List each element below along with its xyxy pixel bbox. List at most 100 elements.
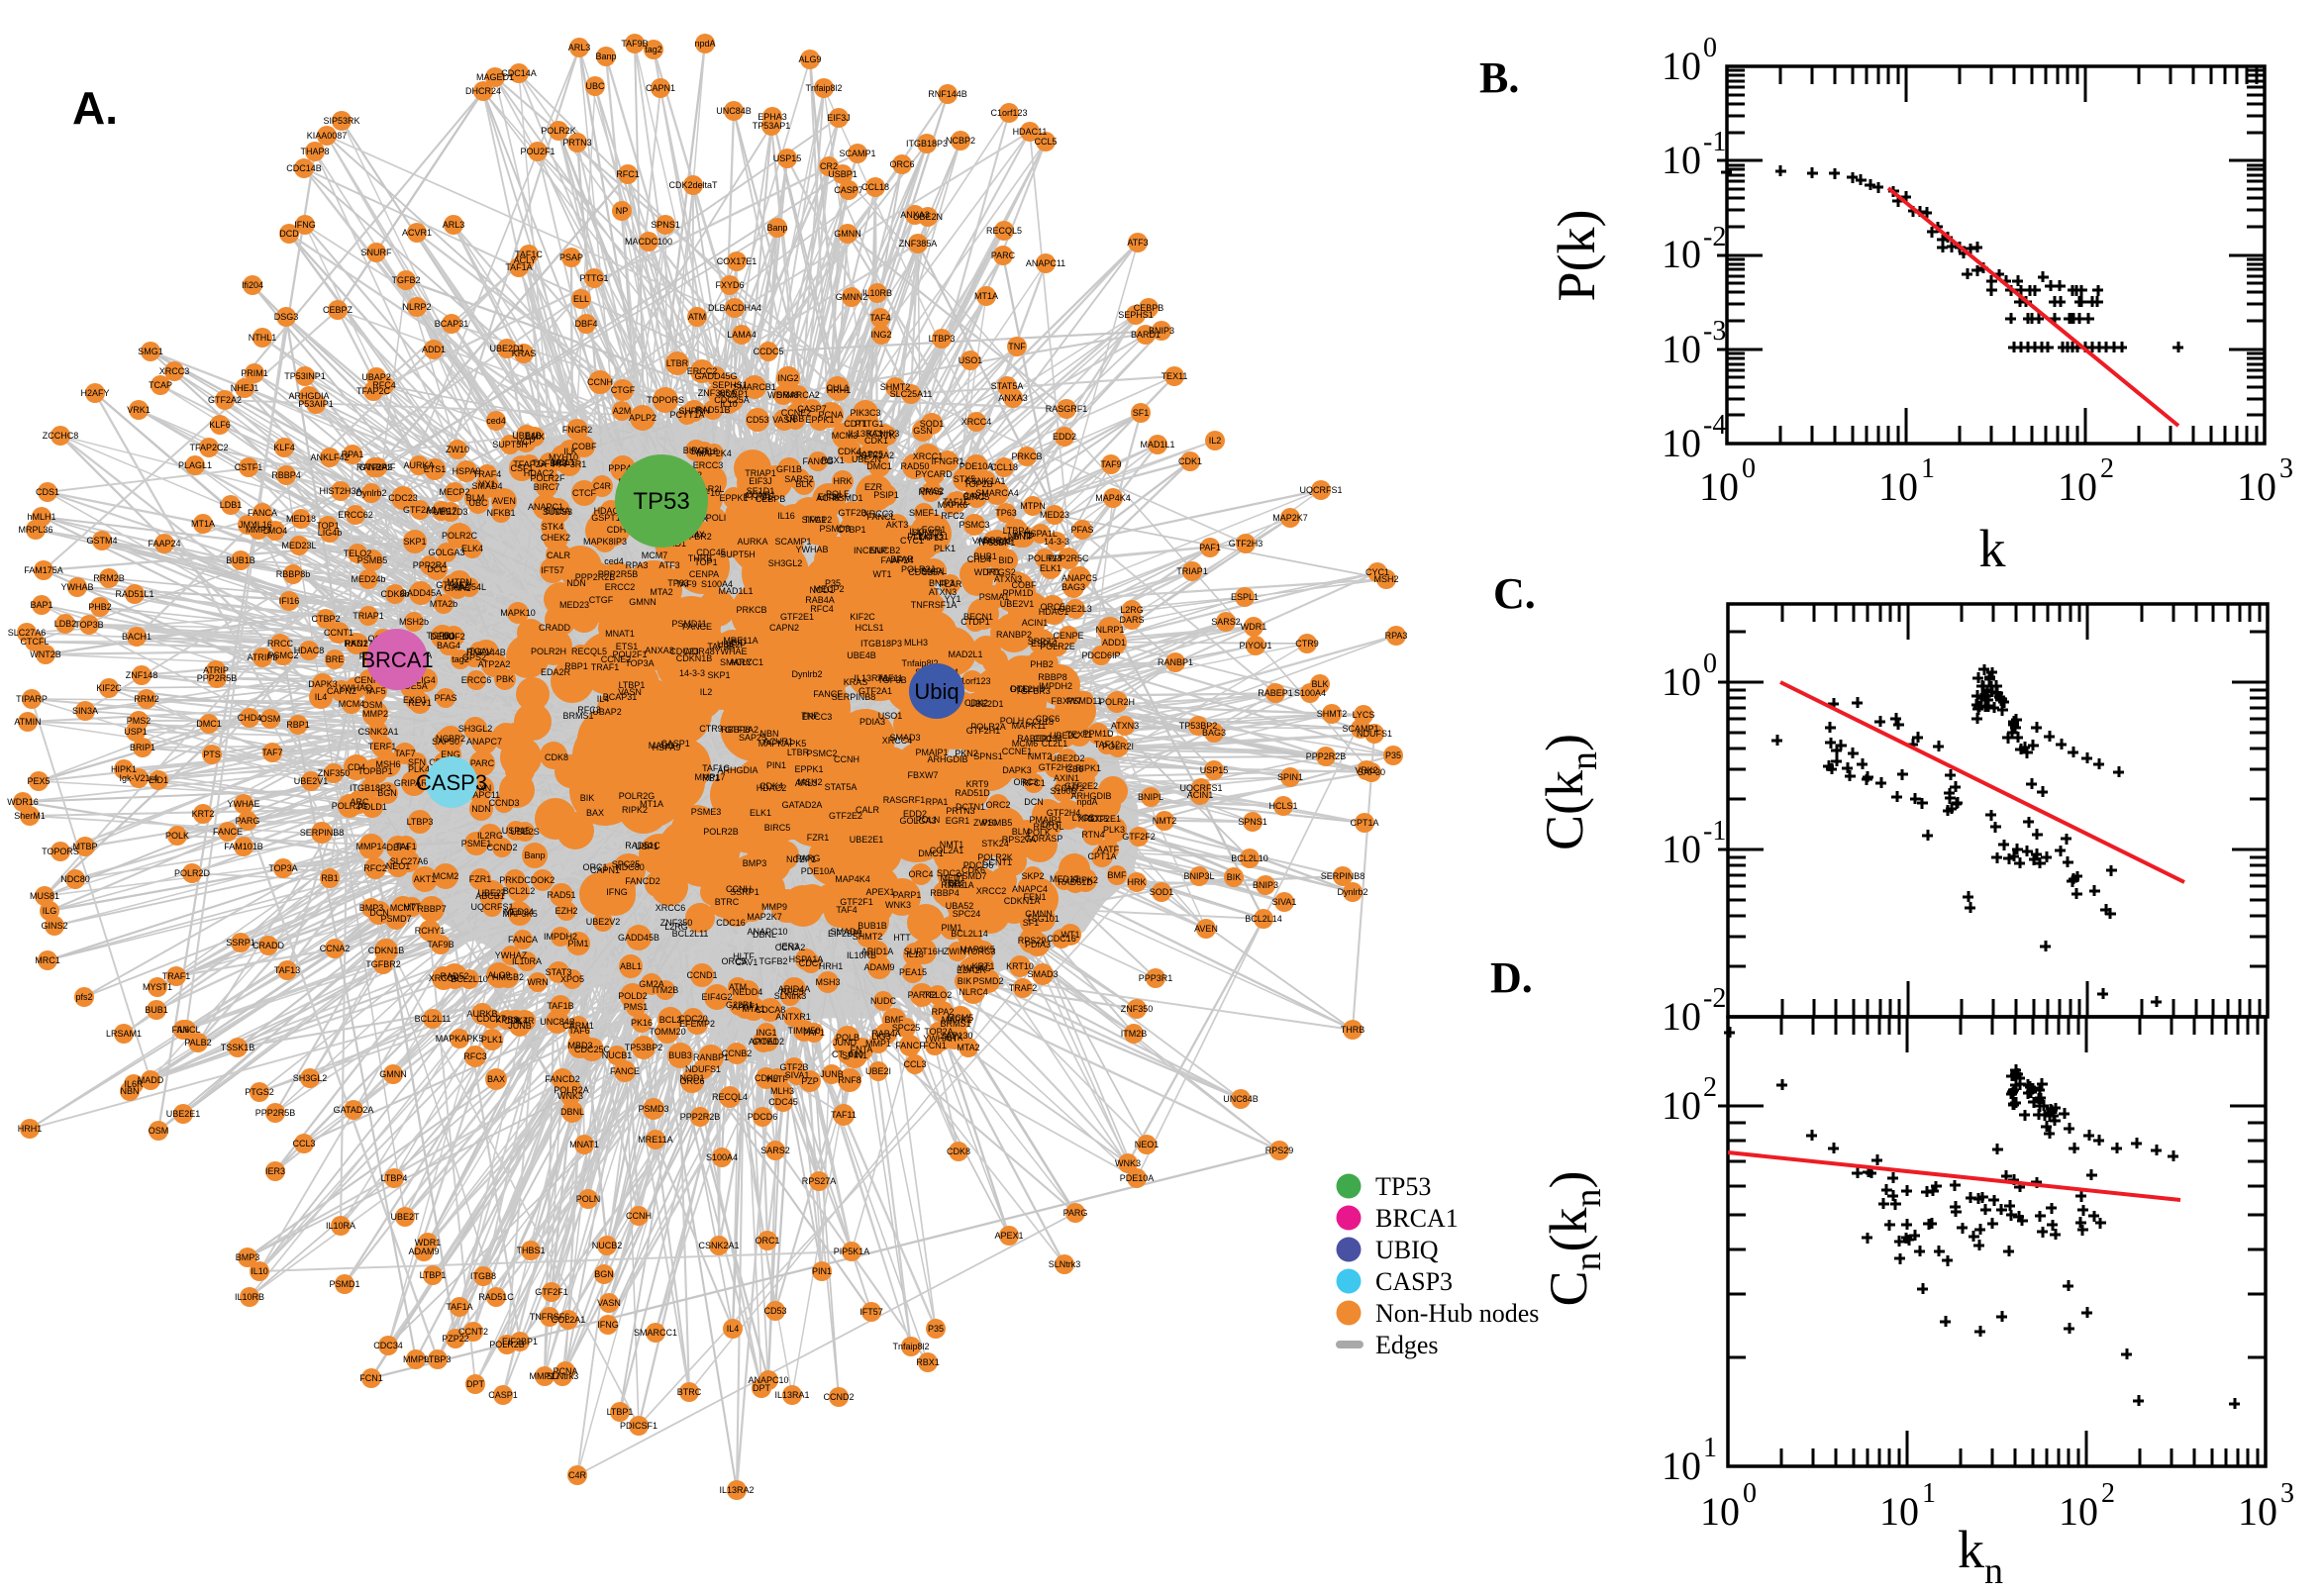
svg-text:MLH3: MLH3 [904,638,928,648]
svg-text:POLR2A: POLR2A [554,1085,589,1095]
svg-text:TSSK1B: TSSK1B [221,1043,255,1052]
svg-text:npdA: npdA [694,39,715,49]
svg-text:RBX1: RBX1 [916,1357,940,1367]
svg-text:TAF5: TAF5 [364,686,385,696]
svg-text:B.: B. [1479,53,1519,102]
svg-text:BMP3: BMP3 [236,1252,260,1262]
svg-text:KIF2C: KIF2C [96,683,122,693]
svg-text:ATF3: ATF3 [658,560,679,570]
svg-text:NDUFS1: NDUFS1 [685,1064,721,1074]
svg-text:THBS1: THBS1 [516,1246,545,1255]
svg-text:PPP2R2B: PPP2R2B [1306,751,1347,761]
svg-text:GSTM4: GSTM4 [86,536,117,546]
svg-text:PFAS: PFAS [434,693,456,703]
svg-text:BNIPL: BNIPL [921,566,947,576]
svg-text:YWHAB: YWHAB [60,582,93,592]
svg-text:P35: P35 [1385,750,1401,760]
svg-text:ARHGDIB: ARHGDIB [1070,791,1111,801]
svg-text:BNIP3L: BNIP3L [1183,871,1214,881]
svg-text:PZP22: PZP22 [442,1334,469,1344]
svg-text:TAF1C: TAF1C [515,249,543,259]
svg-text:10: 10 [1662,327,1701,371]
svg-text:BAG4: BAG4 [437,641,460,650]
svg-text:NCBP2: NCBP2 [946,136,975,146]
svg-text:MCM4: MCM4 [339,699,365,709]
svg-text:KIAA0087: KIAA0087 [307,131,348,141]
svg-text:NMT2: NMT2 [1153,816,1177,826]
svg-text:SPIN1: SPIN1 [1277,772,1303,782]
svg-text:TRAF2: TRAF2 [1009,983,1038,993]
svg-text:CCNT1: CCNT1 [324,628,354,638]
svg-text:YWHAE: YWHAE [227,799,259,809]
svg-text:Dynlrb2: Dynlrb2 [791,669,822,679]
svg-text:POLD2: POLD2 [618,991,648,1001]
svg-text:TEX11: TEX11 [1162,371,1188,381]
svg-text:MRE11A: MRE11A [638,1135,672,1145]
svg-text:RNF144B: RNF144B [928,89,967,99]
svg-text:MAP2K7: MAP2K7 [747,912,782,922]
svg-text:PSMD2: PSMD2 [972,976,1003,986]
svg-text:TIPARP: TIPARP [16,694,48,704]
svg-text:P53AIP1: P53AIP1 [298,399,334,409]
svg-text:tag2: tag2 [645,45,662,54]
svg-text:FBXW7: FBXW7 [907,770,938,780]
svg-text:SCAMP1: SCAMP1 [839,149,875,158]
svg-text:UBC: UBC [585,81,605,91]
svg-text:KRT2: KRT2 [192,809,215,819]
svg-text:SERPINB8: SERPINB8 [832,692,876,702]
svg-text:GMNN: GMNN [629,597,656,607]
svg-text:TP53INP1: TP53INP1 [284,371,326,381]
svg-text:TAF1A: TAF1A [505,262,532,272]
svg-text:KLF4: KLF4 [273,443,295,452]
svg-text:LYCS: LYCS [1353,710,1375,720]
svg-text:PARC: PARC [991,250,1016,260]
svg-text:BAP1: BAP1 [30,600,52,610]
svg-text:SFN: SFN [408,757,426,767]
svg-text:GTF2B: GTF2B [838,508,866,518]
svg-text:SHMT2: SHMT2 [853,932,883,942]
svg-text:BIK: BIK [580,793,595,803]
svg-text:POLK: POLK [1027,828,1051,838]
svg-text:BUB1: BUB1 [145,1005,168,1015]
svg-text:ADD1: ADD1 [1102,638,1126,648]
svg-text:IL10RA: IL10RA [512,956,542,966]
svg-text:CD53: CD53 [746,415,768,425]
svg-text:WDR16: WDR16 [7,797,39,807]
svg-text:CCNE2: CCNE2 [601,654,632,664]
svg-text:APLP2: APLP2 [629,413,656,423]
svg-text:BRE: BRE [326,654,345,664]
svg-text:ITGB18P3: ITGB18P3 [350,783,391,793]
svg-text:BUB1B: BUB1B [858,921,887,931]
svg-text:Tnfaip8l2: Tnfaip8l2 [805,83,842,93]
svg-text:RIPK1: RIPK1 [1075,763,1101,773]
svg-text:ALG9: ALG9 [798,54,821,64]
svg-text:10: 10 [1878,464,1918,509]
svg-text:FANCE: FANCE [682,622,712,632]
svg-text:GFI1B: GFI1B [776,464,802,474]
svg-text:PTTG1: PTTG1 [579,273,608,283]
svg-text:ELK1: ELK1 [1040,563,1061,573]
svg-text:GTF2E2: GTF2E2 [1064,781,1098,791]
svg-text:GSN: GSN [913,426,933,436]
svg-text:XPO5: XPO5 [560,974,584,984]
svg-text:ITGB8: ITGB8 [470,1271,496,1281]
svg-text:VARBRAP: VARBRAP [972,536,1014,546]
svg-text:ING1: ING1 [756,1028,776,1038]
svg-text:NCBP1: NCBP1 [786,854,816,864]
svg-text:SMARCA4: SMARCA4 [975,488,1019,498]
svg-text:ATXN3: ATXN3 [1111,721,1139,731]
svg-text:HDAC11: HDAC11 [1013,127,1048,137]
svg-text:PSMA1: PSMA1 [979,592,1010,602]
svg-text:10: 10 [1662,421,1701,465]
svg-text:SERPINB8: SERPINB8 [1321,871,1365,881]
svg-text:EPPK1: EPPK1 [719,493,748,503]
svg-text:RPS27A: RPS27A [802,1176,837,1186]
svg-text:USP15: USP15 [502,826,531,836]
svg-text:ERCC6: ERCC6 [461,675,492,685]
svg-text:CDC23: CDC23 [388,493,418,503]
svg-text:Banp: Banp [524,850,545,860]
svg-text:BCL2L11: BCL2L11 [415,1014,452,1024]
svg-text:Tnfaip8l2: Tnfaip8l2 [892,1342,929,1351]
svg-text:ESPL1: ESPL1 [1231,592,1259,602]
svg-text:ABL1: ABL1 [620,961,642,971]
